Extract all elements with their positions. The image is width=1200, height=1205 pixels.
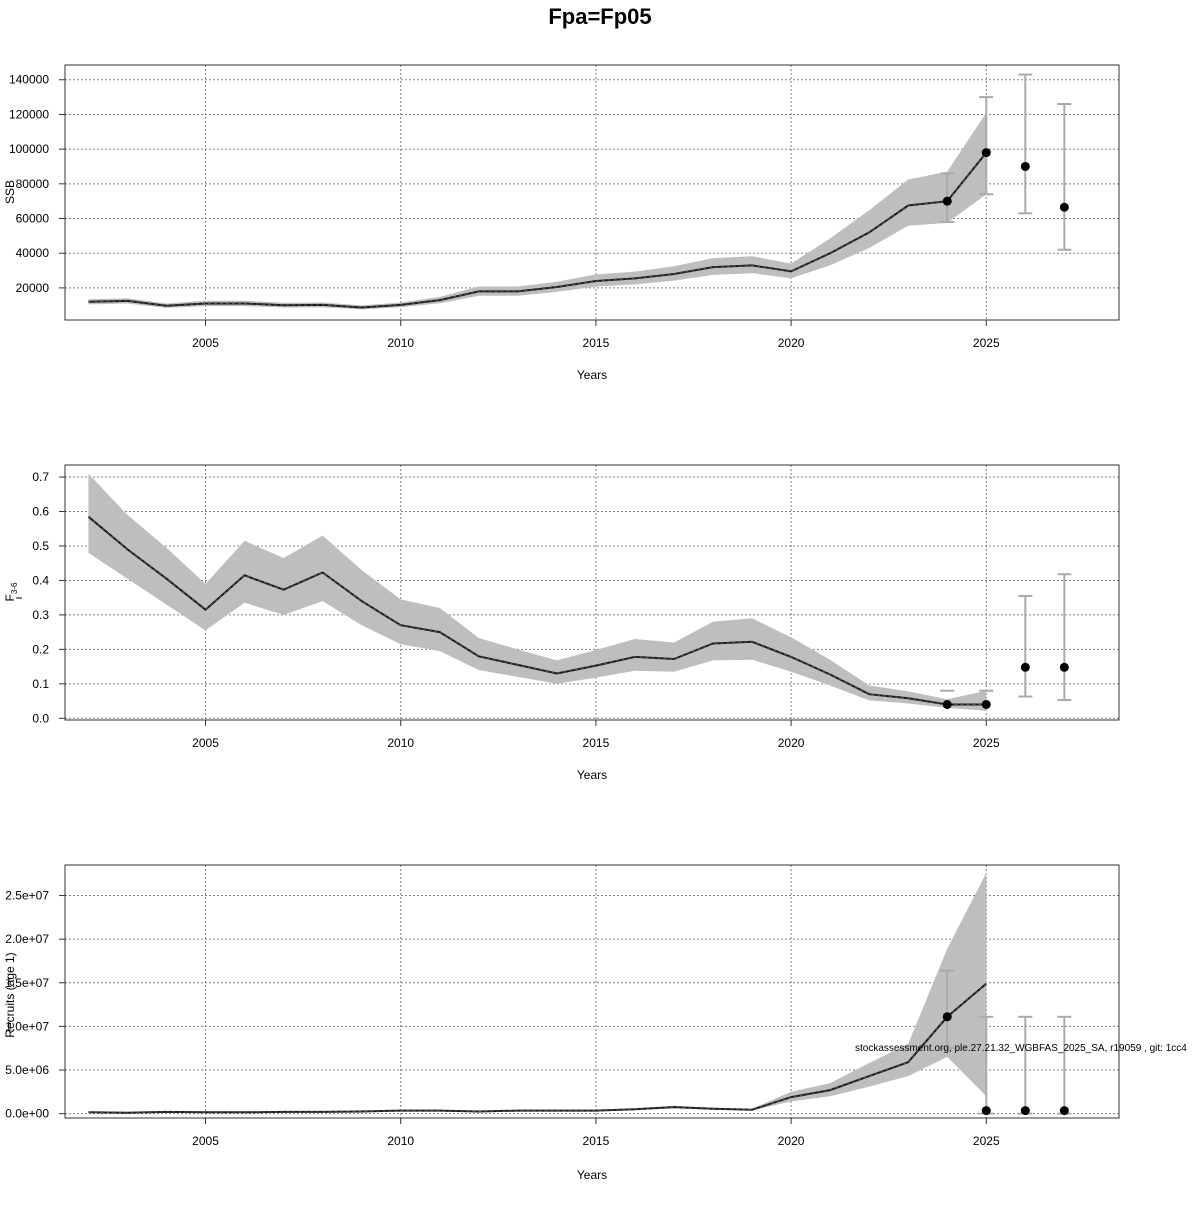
footnote: stockassessment.org, ple.27.21.32_WGBFAS…	[855, 1043, 1187, 1054]
y-axis-label: SSB	[3, 180, 17, 204]
y-tick-label: 0.0e+00	[5, 1107, 49, 1121]
forecast-point	[1059, 202, 1069, 212]
y-tick-label: 40000	[16, 246, 50, 260]
y-axis-label: Recruits (age 1)	[3, 952, 17, 1037]
y-tick-label: 60000	[16, 212, 50, 226]
y-tick-label: 20000	[16, 281, 50, 295]
x-tick-label: 2020	[778, 1134, 805, 1148]
estimate-line-dashed	[88, 152, 987, 309]
plot-frame	[64, 864, 1120, 1119]
x-tick-label: 2005	[192, 336, 219, 350]
x-tick-label: 2015	[583, 336, 610, 350]
x-tick-label: 2010	[387, 1134, 414, 1148]
x-tick-label: 2010	[387, 336, 414, 350]
y-tick-label: 0.4	[32, 573, 49, 587]
forecast-point	[942, 196, 952, 206]
forecast-point	[942, 1012, 952, 1022]
y-tick-label: 0.5	[32, 539, 49, 553]
y-tick-label: 0.1	[32, 677, 49, 691]
panel-recruits: 2005 2010 2015 2020 2025 0.0e+00 5.0e+06 1.0e+0…	[3, 864, 1120, 1182]
x-tick-label: 2025	[973, 736, 1000, 750]
y-axis-label: F3-6	[3, 582, 19, 601]
y-tick-label: 140000	[9, 73, 49, 87]
x-axis-label: Years	[577, 768, 607, 782]
y-tick-label: 1.5e+07	[5, 976, 49, 990]
y-tick-label: 0.6	[32, 505, 49, 519]
confidence-band	[88, 112, 987, 310]
plot-frame	[64, 64, 1120, 321]
forecast-point	[981, 148, 991, 158]
y-tick-label: 0.3	[32, 608, 49, 622]
forecast-point	[1020, 662, 1030, 672]
y-tick-label: 100000	[9, 142, 49, 156]
forecast-point	[1059, 662, 1069, 672]
x-tick-label: 2010	[387, 736, 414, 750]
y-tick-label: 120000	[9, 107, 49, 121]
y-tick-label: 0.7	[32, 470, 49, 484]
panel-fbar: 2005 2010 2015 2020 2025 0.0 0.1 0.2 0.3 0.4 0.5 0.…	[3, 464, 1120, 782]
estimate-line-dashed	[88, 516, 987, 705]
x-tick-label: 2015	[583, 736, 610, 750]
forecast-point	[1059, 1106, 1069, 1116]
y-tick-label: 1.0e+07	[5, 1019, 49, 1033]
x-tick-label: 2020	[778, 736, 805, 750]
y-tick-label: 5.0e+06	[5, 1063, 49, 1077]
x-tick-label: 2005	[192, 1134, 219, 1148]
x-tick-label: 2015	[583, 1134, 610, 1148]
plot-frame	[64, 464, 1120, 721]
x-axis-label: Years	[577, 368, 607, 382]
confidence-band	[88, 872, 987, 1114]
forecast-point	[942, 699, 952, 709]
panel-ssb: 2005 2010 2015 2020 2025 20000 40000 60000 80000…	[3, 64, 1120, 382]
forecast-point	[1020, 1106, 1030, 1116]
forecast-point	[981, 699, 991, 709]
x-tick-label: 2020	[778, 336, 805, 350]
estimate-line	[88, 982, 987, 1114]
y-tick-label: 0.0	[32, 711, 49, 725]
estimate-line-dashed	[88, 983, 987, 1114]
y-tick-label: 2.0e+07	[5, 932, 49, 946]
x-axis-label: Years	[577, 1168, 607, 1182]
chart-title: Fpa=Fp05	[548, 4, 651, 29]
x-tick-label: 2025	[973, 1134, 1000, 1148]
y-tick-label: 80000	[16, 177, 50, 191]
confidence-band	[88, 473, 987, 711]
y-tick-label: 2.5e+07	[5, 889, 49, 903]
y-axis-label-subscript: 3-6	[10, 582, 19, 594]
x-tick-label: 2005	[192, 736, 219, 750]
x-tick-label: 2025	[973, 336, 1000, 350]
y-tick-label: 0.2	[32, 642, 49, 656]
forecast-point	[1020, 161, 1030, 171]
forecast-point	[981, 1106, 991, 1116]
